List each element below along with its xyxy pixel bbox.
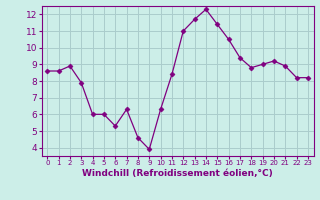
X-axis label: Windchill (Refroidissement éolien,°C): Windchill (Refroidissement éolien,°C) xyxy=(82,169,273,178)
